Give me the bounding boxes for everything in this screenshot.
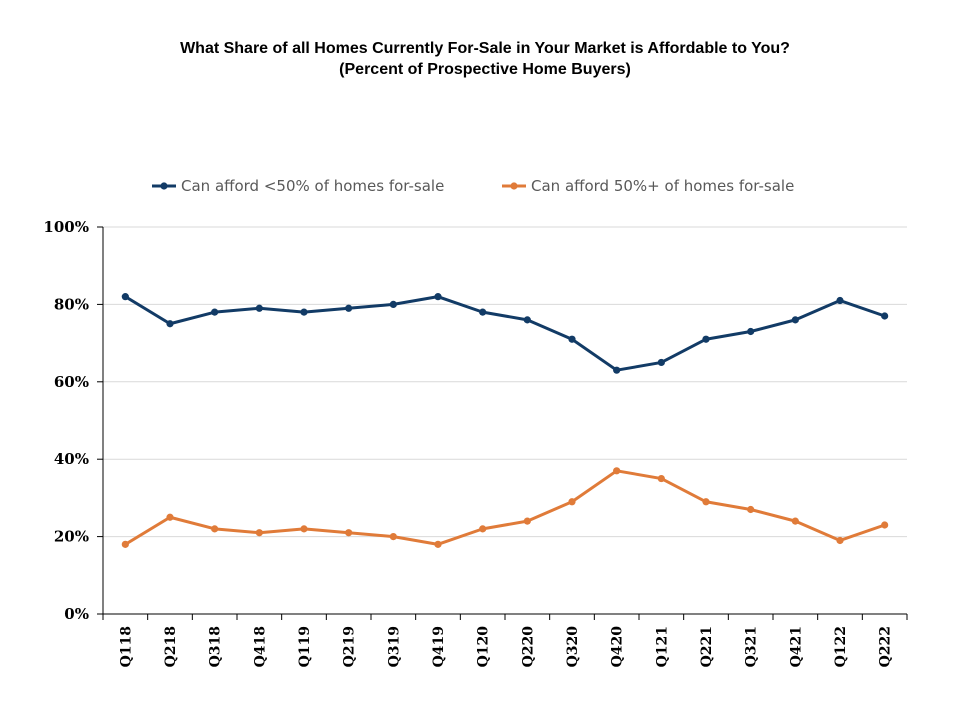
data-point [791,517,799,525]
data-point [211,308,219,316]
data-point [479,308,487,316]
x-tick-label: Q321 [744,626,760,667]
x-tick-label: Q420 [610,626,626,668]
x-tick-label: Q319 [386,626,402,667]
data-point [121,293,129,301]
data-point [881,312,889,320]
x-tick-label: Q320 [565,626,581,668]
data-point [747,327,755,336]
data-point [747,505,755,514]
data-point [791,316,799,324]
data-point [613,467,621,475]
data-point [613,366,621,374]
data-point [389,533,397,541]
legend-item: Can afford 50%+ of homes for-sale [502,177,794,195]
data-point [121,540,129,548]
data-point [166,320,174,328]
data-point [657,474,665,483]
data-point [523,316,531,324]
series-line [123,295,887,372]
data-point [345,529,353,537]
chart-title: What Share of all Homes Currently For-Sa… [180,40,790,57]
data-point [300,525,308,533]
data-point [166,513,174,521]
data-point [434,540,442,548]
y-tick-label: 80% [54,295,89,313]
data-point [389,300,397,308]
legend-marker [510,182,518,190]
series-1 [121,293,889,374]
data-point [345,304,353,312]
x-tick-label: Q121 [654,626,670,667]
data-point [657,358,665,367]
data-point [211,525,219,533]
axes [102,227,907,615]
chart-subtitle: (Percent of Prospective Home Buyers) [339,61,631,78]
data-point [434,293,442,301]
data-point [568,335,576,343]
series-line [123,469,887,546]
x-tick-label: Q220 [520,626,536,668]
data-point [836,536,844,545]
x-axis-ticks: Q118 Q218 Q318 Q418 Q119 Q219 Q319 Q419 Q120 Q220… [102,614,908,668]
gridlines [103,226,907,538]
data-point [702,335,710,343]
series-2 [121,467,889,548]
x-tick-label: Q218 [163,626,179,667]
legend-label: Can afford 50%+ of homes for-sale [531,177,794,195]
y-axis-ticks: 0% 20% 40% 60% 80% 100% [43,218,103,623]
data-point [255,304,263,312]
legend-label: Can afford <50% of homes for-sale [181,177,444,195]
x-tick-label: Q419 [431,626,447,667]
series-group [121,293,889,548]
data-point [881,521,889,529]
data-point [702,498,710,506]
data-point [255,529,263,537]
y-tick-label: 20% [54,528,89,546]
x-tick-label: Q120 [476,626,492,668]
x-tick-label: Q318 [208,626,224,667]
x-tick-label: Q122 [833,626,849,667]
x-tick-label: Q219 [342,626,358,667]
data-point [523,517,531,525]
data-point [836,296,844,305]
x-tick-label: Q418 [252,626,268,667]
x-tick-label: Q222 [878,626,894,667]
y-tick-label: 60% [54,373,89,391]
data-point [479,525,487,533]
y-tick-label: 40% [54,450,89,468]
legend-item: Can afford <50% of homes for-sale [152,177,444,195]
legend: Can afford <50% of homes for-sale Can aff… [152,177,794,195]
legend-marker [160,182,168,190]
x-tick-label: Q221 [699,626,715,667]
x-tick-label: Q119 [297,626,313,667]
chart-title-block: What Share of all Homes Currently For-Sa… [0,38,960,80]
data-point [300,308,308,316]
data-point [568,498,576,506]
y-tick-label: 100% [43,218,89,236]
y-tick-label: 0% [64,605,89,623]
x-tick-label: Q118 [118,626,134,667]
x-tick-label: Q421 [788,626,804,667]
